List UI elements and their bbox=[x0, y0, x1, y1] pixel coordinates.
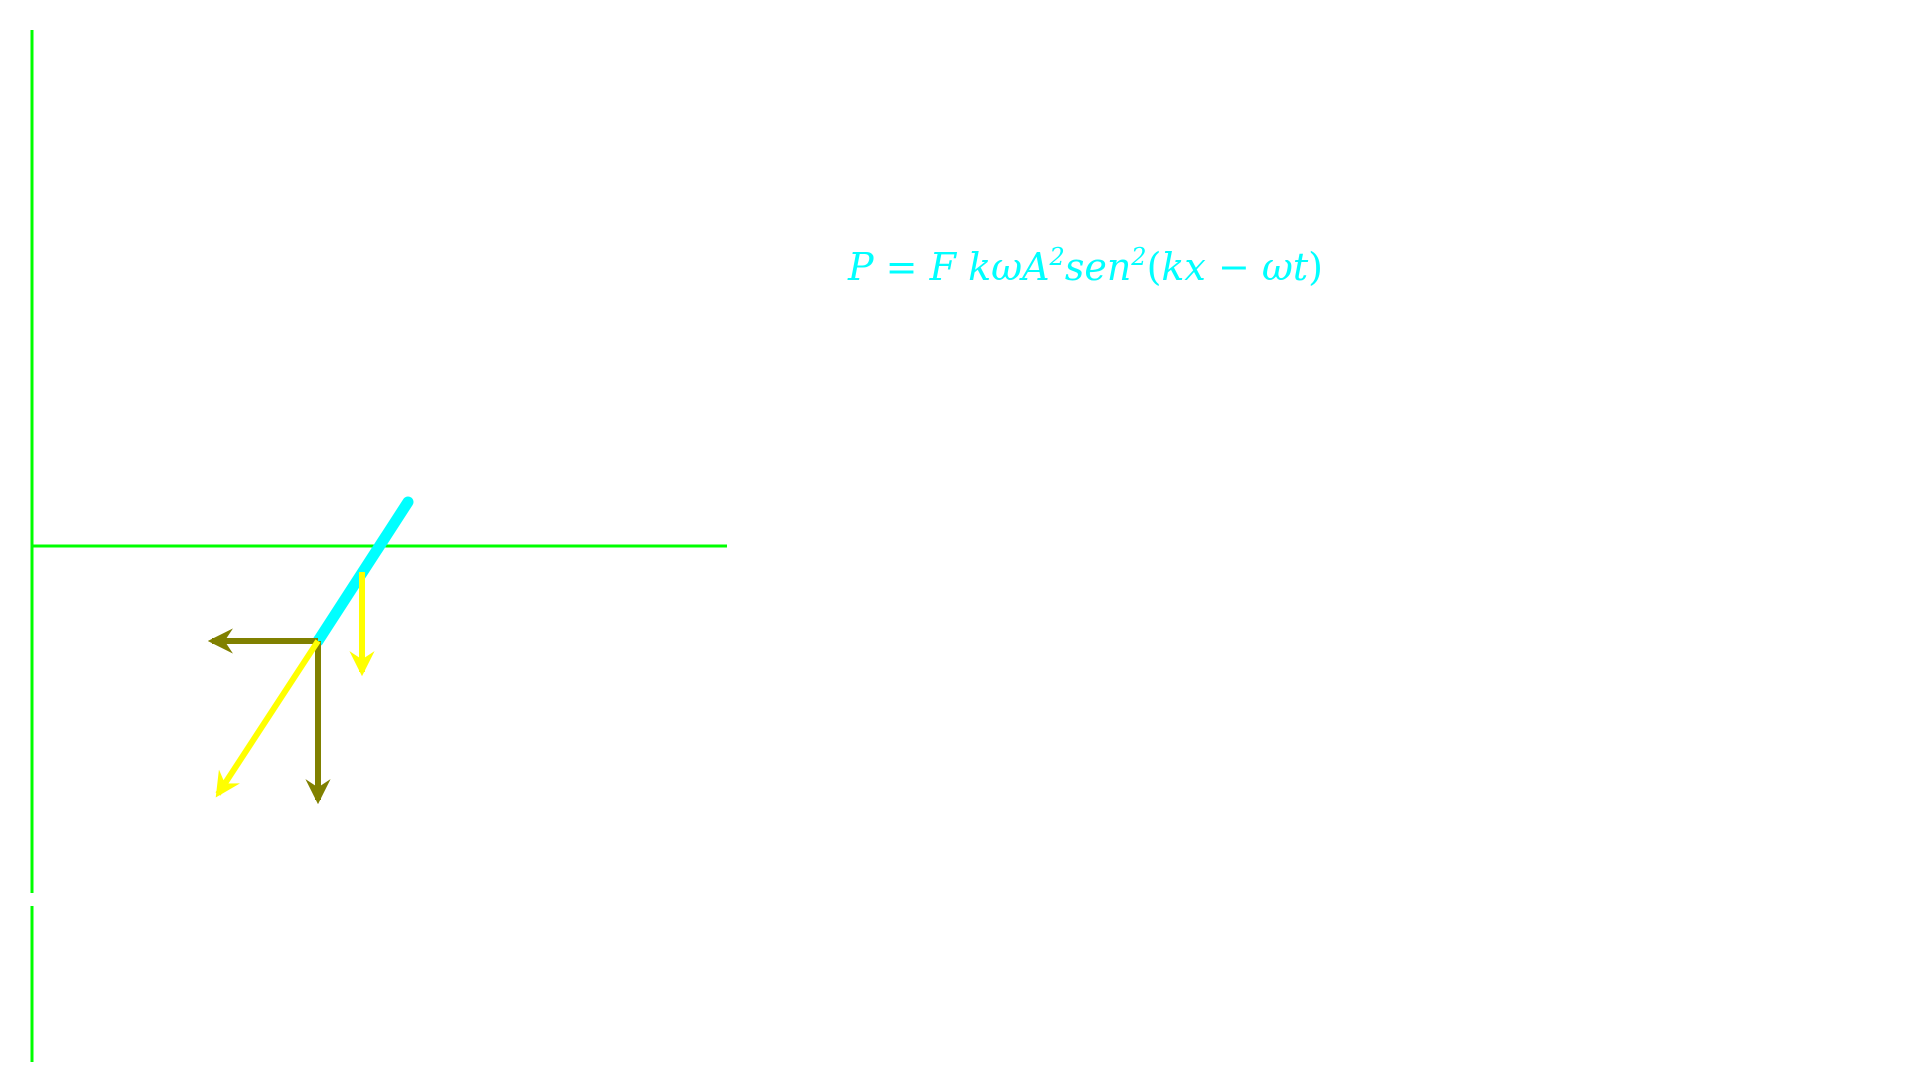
formula-term-wt: ωt bbox=[1261, 245, 1309, 289]
formula-exponent-a: 2 bbox=[1049, 243, 1065, 271]
formula-minus: − bbox=[1217, 245, 1250, 289]
formula-equals: = bbox=[885, 245, 918, 289]
formula-open-paren: ( bbox=[1146, 245, 1162, 289]
formula-term-sen: sen bbox=[1064, 245, 1132, 289]
formula-term-kwa: kωA bbox=[968, 245, 1050, 289]
formula-exponent-sen: 2 bbox=[1131, 243, 1147, 271]
string-segment bbox=[312, 496, 414, 647]
formula-term-f: F bbox=[929, 245, 956, 289]
tension-force-arrow bbox=[215, 639, 321, 798]
formula-term-kx: kx bbox=[1161, 245, 1206, 289]
formula-lhs: P bbox=[848, 245, 874, 289]
formula-close-paren: ) bbox=[1308, 245, 1323, 289]
power-formula: P = F kωA2sen2(kx − ωt) bbox=[848, 245, 1323, 289]
